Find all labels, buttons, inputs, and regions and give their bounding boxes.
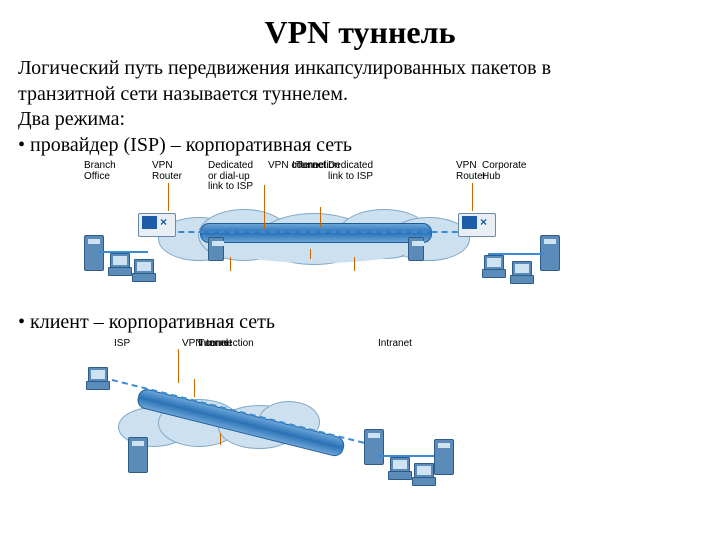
label-intranet: Intranet bbox=[378, 339, 412, 350]
leader2-1 bbox=[178, 349, 179, 383]
label-dedicated-left: Dedicated or dial-up link to ISP bbox=[208, 161, 253, 193]
corp-gateway bbox=[364, 429, 384, 465]
paragraph-line-2: транзитной сети называется туннелем. bbox=[18, 83, 702, 107]
isp-node-left bbox=[208, 237, 224, 261]
server-left bbox=[84, 235, 104, 271]
isp-node-right bbox=[408, 237, 424, 261]
label-isp: ISP bbox=[114, 339, 130, 350]
corp-pc-1 bbox=[388, 457, 410, 479]
label-corporate: Corporate Hub bbox=[482, 161, 526, 182]
pc-right-1 bbox=[482, 255, 504, 277]
label-vpn-router-left: VPN Router bbox=[152, 161, 182, 182]
wire-left bbox=[98, 251, 148, 253]
leader-1 bbox=[168, 183, 169, 211]
vpn-connection-line bbox=[158, 231, 478, 233]
paragraph-modes: Два режима: bbox=[18, 108, 702, 132]
isp-server bbox=[128, 437, 148, 473]
leader2-2 bbox=[194, 379, 195, 397]
pc-right-2 bbox=[510, 261, 532, 283]
corp-server bbox=[434, 439, 454, 475]
label-internet: Internet bbox=[292, 161, 326, 172]
label-internet-2: Internet bbox=[198, 339, 232, 350]
slide: VPN туннель Логический путь передвижения… bbox=[0, 0, 720, 540]
bullet-client: • клиент – корпоративная сеть bbox=[18, 311, 702, 335]
bullet-isp: • провайдер (ISP) – корпоративная сеть bbox=[18, 134, 702, 158]
tunnel-bar bbox=[200, 223, 432, 243]
client-pc bbox=[86, 367, 108, 389]
leader2-3 bbox=[220, 433, 221, 445]
diagram-isp-corporate: × × VPN Router VPN Router VPN connection… bbox=[78, 161, 558, 309]
label-dedicated-right: Dedicated link to ISP bbox=[328, 161, 373, 182]
vpn-router-left: × bbox=[138, 207, 174, 235]
diagram-client-corporate: VPN connection Tunnel Internet ISP Intra… bbox=[78, 339, 478, 489]
wire-corp bbox=[378, 455, 434, 457]
label-branch: Branch Office bbox=[84, 161, 116, 182]
page-title: VPN туннель bbox=[18, 14, 702, 51]
leader-2 bbox=[264, 185, 265, 229]
leader-4 bbox=[472, 183, 473, 211]
paragraph-line-1: Логический путь передвижения инкапсулиро… bbox=[18, 57, 702, 81]
pc-left-1 bbox=[108, 253, 130, 275]
vpn-router-right: × bbox=[458, 207, 494, 235]
leader-7 bbox=[310, 249, 311, 259]
wire-right bbox=[488, 253, 544, 255]
leader-6 bbox=[354, 257, 355, 271]
leader-5 bbox=[230, 257, 231, 271]
leader-3 bbox=[320, 207, 321, 227]
corp-pc-2 bbox=[412, 463, 434, 485]
pc-left-2 bbox=[132, 259, 154, 281]
